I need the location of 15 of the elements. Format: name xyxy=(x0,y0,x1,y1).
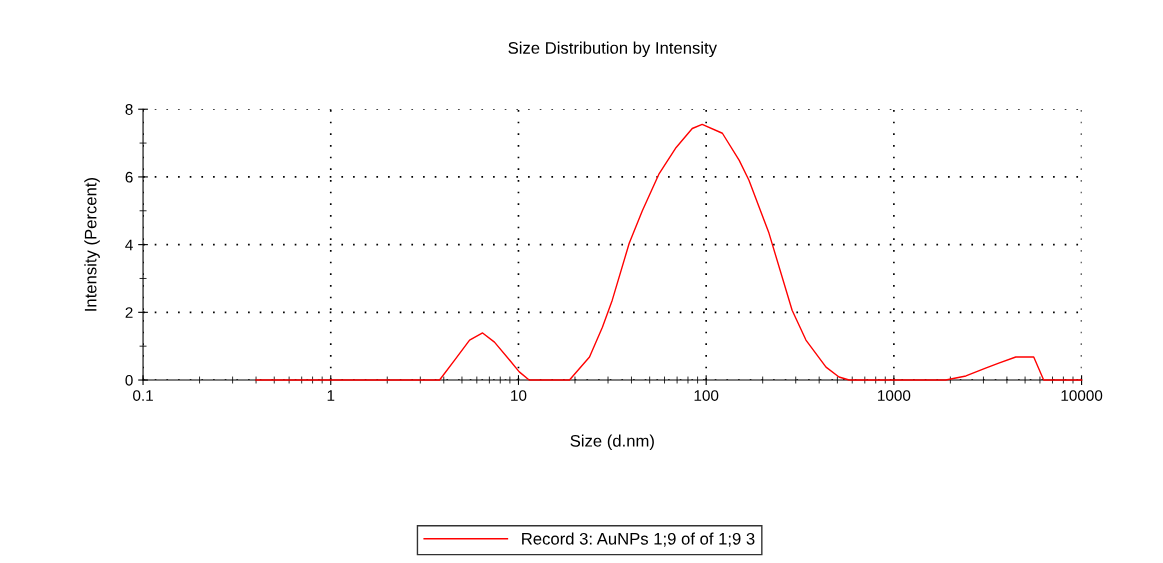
x-tick-label: 1 xyxy=(327,390,335,401)
x-tick-label: 1000 xyxy=(878,390,911,401)
y-tick-label: 8 xyxy=(125,104,133,115)
y-tick-label: 4 xyxy=(125,239,133,251)
y-tick-label: 6 xyxy=(125,171,133,183)
x-tick-label: 10 xyxy=(511,390,527,401)
x-axis-title: Size (d.nm) xyxy=(570,434,654,451)
y-tick-label: 0 xyxy=(125,374,133,386)
y-axis-title: Intensity (Percent) xyxy=(84,178,100,311)
x-tick-label: 10000 xyxy=(1061,390,1103,401)
x-tick-label: 0.1 xyxy=(133,390,153,401)
y-tick-label: 2 xyxy=(125,307,133,318)
x-tick-label: 100 xyxy=(694,390,719,401)
legend-label: Record 3: AuNPs 1;9 of of 1;9 3 xyxy=(522,532,755,547)
chart-title: Size Distribution by Intensity xyxy=(508,41,717,58)
